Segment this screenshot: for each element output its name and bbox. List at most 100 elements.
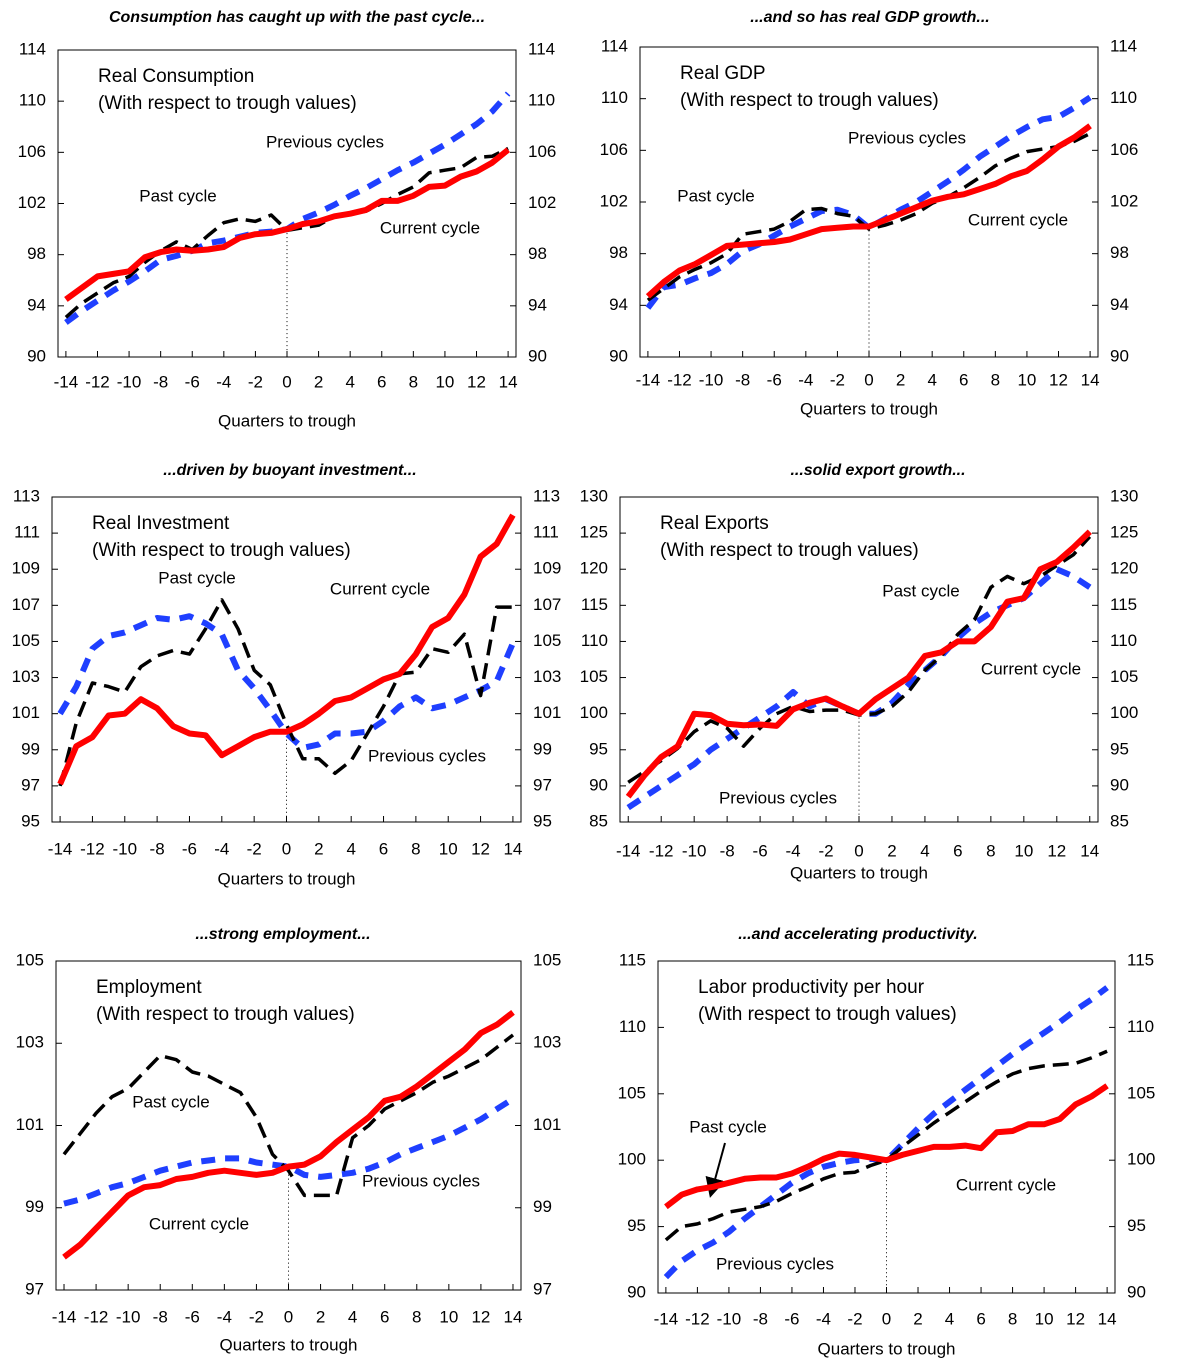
x-tick-label: -8 [153, 372, 168, 391]
series-annotation: Current cycle [968, 210, 1068, 229]
y2-tick-label: 103 [533, 667, 561, 686]
y2-tick-label: 100 [1110, 703, 1138, 722]
series-annotation: Current cycle [380, 218, 480, 237]
x-tick-label: 4 [927, 370, 936, 389]
x-tick-label: -10 [117, 372, 142, 391]
x-tick-label: 10 [439, 1307, 458, 1326]
y-tick-label: 102 [600, 191, 628, 210]
series-annotation: Previous cycles [719, 788, 837, 807]
x-tick-label: -12 [667, 370, 692, 389]
y2-tick-label: 94 [528, 295, 547, 314]
y-tick-label: 100 [580, 703, 608, 722]
series-line [63, 1096, 515, 1207]
x-tick-label: 6 [976, 1309, 985, 1328]
series-line [57, 613, 516, 751]
x-tick-label: -6 [753, 841, 768, 860]
y2-tick-label: 101 [533, 1115, 561, 1134]
y-tick-label: 94 [609, 295, 628, 314]
x-axis-label: Quarters to trough [818, 1339, 956, 1358]
x-tick-label: 2 [887, 841, 896, 860]
series-annotation: Current cycle [956, 1175, 1056, 1194]
x-tick-label: 8 [409, 372, 418, 391]
x-tick-label: -2 [247, 839, 262, 858]
y-tick-label: 107 [12, 595, 40, 614]
x-tick-label: -4 [786, 841, 801, 860]
x-tick-label: 4 [345, 372, 354, 391]
y2-tick-label: 102 [528, 193, 556, 212]
y-tick-label: 99 [25, 1197, 44, 1216]
x-tick-label: 6 [953, 841, 962, 860]
y-tick-label: 95 [589, 739, 608, 758]
y2-tick-label: 105 [533, 950, 561, 969]
x-tick-label: 2 [314, 839, 323, 858]
x-tick-label: -6 [185, 1307, 200, 1326]
x-tick-label: 0 [284, 1307, 293, 1326]
y-tick-label: 114 [601, 36, 628, 55]
x-tick-label: -4 [798, 370, 813, 389]
x-tick-label: -4 [217, 1307, 232, 1326]
x-tick-label: -14 [48, 839, 73, 858]
y2-tick-label: 101 [533, 703, 561, 722]
x-axis-label: Quarters to trough [790, 863, 928, 882]
x-tick-label: -14 [636, 370, 661, 389]
x-tick-label: 10 [1017, 370, 1036, 389]
y2-tick-label: 106 [528, 142, 556, 161]
chart-title: ...and so has real GDP growth... [750, 9, 989, 26]
x-tick-label: 4 [348, 1307, 357, 1326]
series-annotation: Previous cycles [368, 746, 486, 765]
x-axis-label: Quarters to trough [218, 869, 356, 888]
x-tick-label: -2 [830, 370, 845, 389]
x-tick-label: -12 [649, 841, 674, 860]
y-tick-label: 105 [12, 631, 40, 650]
x-tick-label: -6 [784, 1309, 799, 1328]
y2-tick-label: 105 [533, 631, 561, 650]
x-tick-label: -8 [753, 1309, 768, 1328]
chart-title: ...and accelerating productivity. [738, 926, 977, 943]
x-tick-label: 8 [412, 1307, 421, 1326]
y2-tick-label: 97 [533, 1279, 552, 1298]
y2-tick-label: 94 [1110, 295, 1129, 314]
x-tick-label: 12 [471, 839, 490, 858]
y-tick-label: 94 [27, 295, 46, 314]
chart-title: ...driven by buoyant investment... [163, 462, 416, 479]
y2-tick-label: 99 [533, 1197, 552, 1216]
series-line [625, 529, 1092, 799]
y2-tick-label: 90 [1127, 1282, 1146, 1301]
x-tick-label: 6 [380, 1307, 389, 1326]
x-tick-label: 14 [504, 1307, 523, 1326]
y2-tick-label: 95 [1127, 1216, 1146, 1235]
x-tick-label: -6 [185, 372, 200, 391]
panel-label: (With respect to trough values) [98, 93, 357, 114]
x-tick-label: 10 [439, 839, 458, 858]
series-annotation: Current cycle [330, 579, 430, 598]
series-line [62, 1033, 515, 1198]
y2-tick-label: 106 [1110, 140, 1138, 159]
x-tick-label: 0 [864, 370, 873, 389]
x-tick-label: 8 [1008, 1309, 1017, 1328]
x-tick-label: 10 [1035, 1309, 1054, 1328]
y-tick-label: 90 [589, 775, 608, 794]
panel-label: Real Exports [660, 513, 769, 534]
y2-tick-label: 130 [1110, 486, 1138, 505]
x-tick-label: 6 [377, 372, 386, 391]
x-tick-label: 0 [854, 841, 863, 860]
y-tick-label: 125 [580, 523, 608, 542]
series-annotation: Current cycle [149, 1214, 249, 1233]
x-tick-label: -12 [84, 1307, 109, 1326]
chart-title: ...solid export growth... [790, 462, 965, 479]
x-tick-label: 14 [503, 839, 522, 858]
y-tick-label: 115 [581, 595, 608, 614]
y-tick-label: 90 [627, 1282, 646, 1301]
x-tick-label: 6 [959, 370, 968, 389]
x-tick-label: -10 [717, 1309, 742, 1328]
series-line [626, 566, 1092, 811]
series-annotation: Past cycle [677, 186, 754, 205]
y-tick-label: 90 [609, 346, 628, 365]
y2-tick-label: 110 [1110, 631, 1137, 650]
series-line [664, 1049, 1108, 1242]
y-tick-label: 97 [21, 775, 40, 794]
chart-title: Consumption has caught up with the past … [109, 9, 485, 26]
x-tick-label: 14 [1080, 841, 1099, 860]
y-tick-label: 130 [580, 486, 608, 505]
